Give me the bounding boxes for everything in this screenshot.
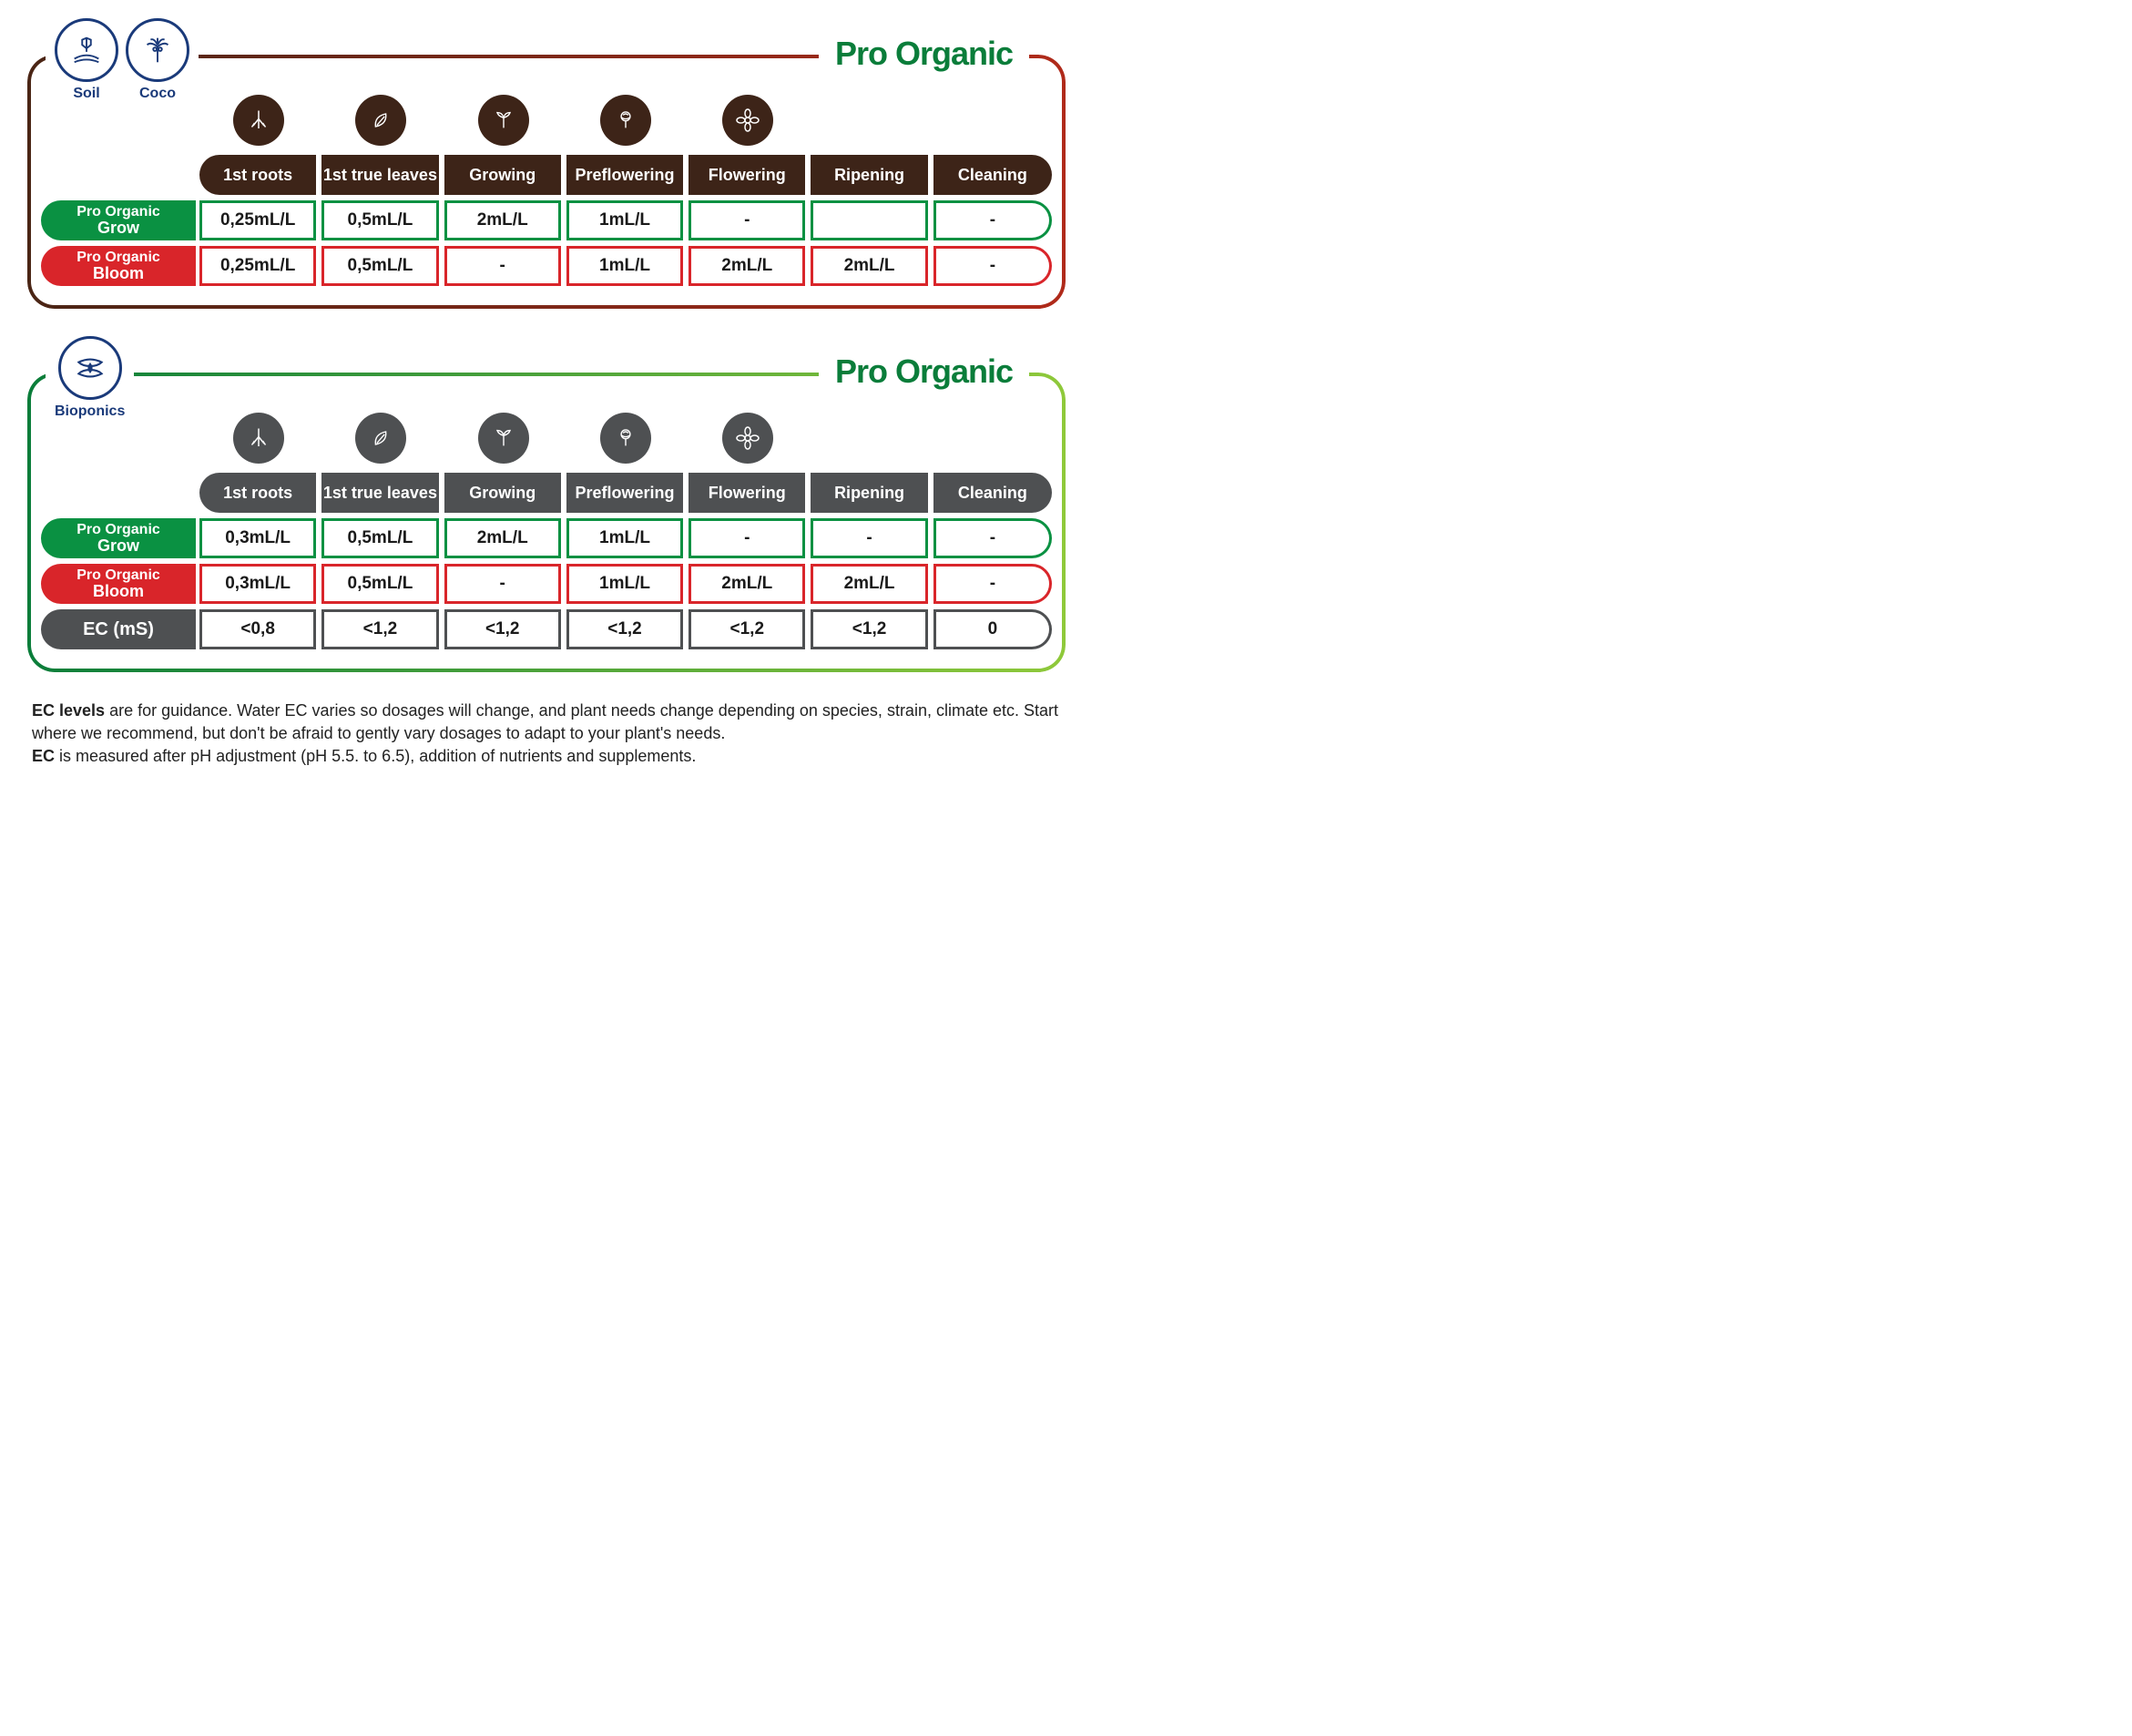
dosage-cell: - [444, 564, 563, 604]
dosage-cell: - [933, 518, 1052, 558]
coco-icon [126, 18, 189, 82]
dosage-cell: - [933, 564, 1052, 604]
badge-coco: Coco [126, 18, 189, 102]
dosage-cell: 1mL/L [566, 518, 685, 558]
flower-icon [722, 95, 773, 146]
dosage-cell: <1,2 [321, 609, 440, 649]
footnote-ec: EC [32, 747, 55, 765]
bud-icon [600, 95, 651, 146]
badge-soil: Soil [55, 18, 118, 102]
badge-bioponics: Bioponics [55, 336, 125, 420]
dosage-cell: 0,5mL/L [321, 564, 440, 604]
dosage-cell: 2mL/L [444, 200, 563, 240]
dosage-cell: 0,5mL/L [321, 518, 440, 558]
row-label-grow: Pro OrganicGrow [41, 200, 196, 240]
dosage-cell [811, 200, 929, 240]
stage-header: Ripening [811, 473, 929, 513]
section-soil-coco: Pro Organic Soil Coco [18, 18, 1075, 309]
dosage-cell: 1mL/L [566, 200, 685, 240]
sprout-icon [478, 95, 529, 146]
bioponics-icon [58, 336, 122, 400]
dosage-cell: <1,2 [566, 609, 685, 649]
badges-bioponics: Bioponics [46, 336, 134, 420]
row-label-grow: Pro OrganicGrow [41, 518, 196, 558]
leaf-icon [355, 95, 406, 146]
stage-header: Cleaning [933, 473, 1052, 513]
dosage-cell: 0,3mL/L [199, 564, 318, 604]
roots-icon [233, 95, 284, 146]
stage-header: Cleaning [933, 155, 1052, 195]
dosage-cell: 1mL/L [566, 246, 685, 286]
dosage-cell: 2mL/L [689, 564, 807, 604]
stage-header: Flowering [689, 473, 807, 513]
brand-title: Pro Organic [819, 352, 1029, 391]
dosage-cell: - [689, 200, 807, 240]
badges-soil-coco: Soil Coco [46, 18, 199, 102]
leaf-icon [355, 413, 406, 464]
dosage-cell: <1,2 [689, 609, 807, 649]
soil-icon [55, 18, 118, 82]
dosage-cell: 2mL/L [811, 246, 929, 286]
stage-header: Growing [444, 155, 563, 195]
dosage-cell: <1,2 [811, 609, 929, 649]
dosage-cell: 0,25mL/L [199, 200, 318, 240]
stage-header: 1st true leaves [321, 473, 440, 513]
dosage-table-bioponics: 1st roots1st true leavesGrowingPreflower… [41, 409, 1052, 649]
stage-header: 1st roots [199, 473, 318, 513]
stage-header: Growing [444, 473, 563, 513]
footnote-text-2: is measured after pH adjustment (pH 5.5.… [55, 747, 696, 765]
dosage-cell: 1mL/L [566, 564, 685, 604]
dosage-cell: 2mL/L [444, 518, 563, 558]
dosage-cell: 0 [933, 609, 1052, 649]
badge-label: Coco [139, 86, 176, 102]
dosage-cell: 2mL/L [689, 246, 807, 286]
dosage-cell: - [689, 518, 807, 558]
stage-header: 1st roots [199, 155, 318, 195]
sprout-icon [478, 413, 529, 464]
dosage-cell: - [933, 200, 1052, 240]
section-bioponics: Pro Organic Bioponics 1st roots1st tru [18, 336, 1075, 672]
flower-icon [722, 413, 773, 464]
dosage-cell: 2mL/L [811, 564, 929, 604]
dosage-cell: 0,5mL/L [321, 246, 440, 286]
badge-label: Soil [73, 86, 99, 102]
roots-icon [233, 413, 284, 464]
dosage-cell: <0,8 [199, 609, 318, 649]
badge-label: Bioponics [55, 403, 125, 420]
dosage-table-soil-coco: 1st roots1st true leavesGrowingPreflower… [41, 91, 1052, 286]
dosage-cell: 0,3mL/L [199, 518, 318, 558]
stage-header: Preflowering [566, 155, 685, 195]
row-label-ec: EC (mS) [41, 609, 196, 649]
footnote: EC levels are for guidance. Water EC var… [18, 700, 1075, 769]
row-label-bloom: Pro OrganicBloom [41, 564, 196, 604]
dosage-cell: 0,5mL/L [321, 200, 440, 240]
bud-icon [600, 413, 651, 464]
footnote-ec-levels: EC levels [32, 701, 105, 720]
dosage-cell: - [933, 246, 1052, 286]
footnote-text-1: are for guidance. Water EC varies so dos… [32, 701, 1058, 742]
stage-header: Ripening [811, 155, 929, 195]
brand-title: Pro Organic [819, 35, 1029, 73]
dosage-cell: - [811, 518, 929, 558]
stage-header: 1st true leaves [321, 155, 440, 195]
row-label-bloom: Pro OrganicBloom [41, 246, 196, 286]
dosage-cell: - [444, 246, 563, 286]
dosage-cell: <1,2 [444, 609, 563, 649]
stage-header: Preflowering [566, 473, 685, 513]
stage-header: Flowering [689, 155, 807, 195]
dosage-cell: 0,25mL/L [199, 246, 318, 286]
